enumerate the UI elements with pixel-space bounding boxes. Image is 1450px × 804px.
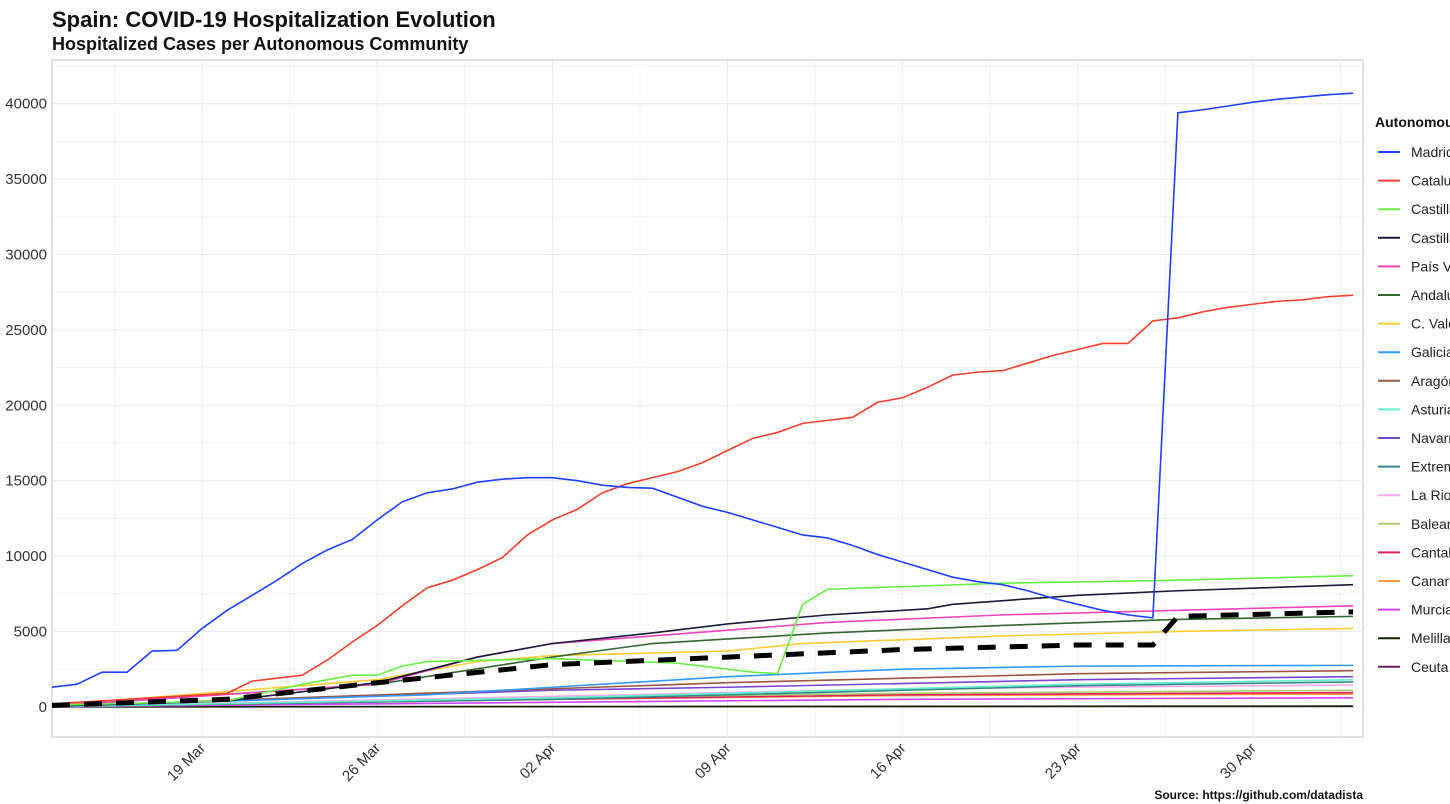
series-line-catalu-a xyxy=(52,294,1354,705)
mean-line xyxy=(52,609,1354,708)
legend-label: Asturias xyxy=(1411,401,1450,417)
legend-label: Castilla-La Mancha xyxy=(1411,201,1450,217)
chart-caption: Source: https://github.com/datadista xyxy=(1154,788,1363,802)
legend-label: Cantabria xyxy=(1411,544,1450,560)
series-line-galicia xyxy=(52,664,1354,708)
series-line-extremadura xyxy=(52,681,1354,708)
series-line-asturias xyxy=(52,678,1354,708)
x-tick-label: 26 Mar xyxy=(339,740,384,785)
series-line-murcia xyxy=(52,696,1354,708)
x-tick-label: 30 Apr xyxy=(1217,740,1260,783)
legend-label: Cataluña xyxy=(1411,173,1450,189)
legend-title: Autonomous Community xyxy=(1375,114,1450,130)
x-tick-label: 09 Apr xyxy=(692,740,735,783)
y-tick-label: 0 xyxy=(39,699,47,716)
y-tick-label: 40000 xyxy=(5,96,47,113)
legend-label: Castilla y León xyxy=(1411,230,1450,246)
series-line-melilla xyxy=(52,705,1354,708)
legend-label: Navarra xyxy=(1411,430,1450,446)
legend-label: Murcia xyxy=(1411,602,1450,618)
x-tick-label: 02 Apr xyxy=(517,740,560,783)
series-line-madrid xyxy=(52,92,1354,689)
y-tick-label: 30000 xyxy=(5,247,47,264)
legend-label: Andalucía xyxy=(1411,287,1450,303)
legend-label: Canarias xyxy=(1411,573,1450,589)
legend-label: Galicia xyxy=(1411,344,1450,360)
y-tick-label: 5000 xyxy=(14,623,47,640)
y-tick-label: 20000 xyxy=(5,397,47,414)
x-tick-label: 19 Mar xyxy=(164,740,209,785)
legend-label: Ceuta xyxy=(1411,659,1449,675)
x-tick-label: 23 Apr xyxy=(1042,740,1085,783)
chart-subtitle: Hospitalized Cases per Autonomous Commun… xyxy=(52,34,469,54)
legend-label: País Vasco xyxy=(1411,258,1450,274)
legend-label: La Rioja xyxy=(1411,487,1450,503)
legend-label: Aragón xyxy=(1411,373,1450,389)
x-tick-label: 16 Apr xyxy=(867,740,910,783)
legend-label: Melilla xyxy=(1411,630,1450,646)
y-tick-label: 15000 xyxy=(5,473,47,490)
y-tick-label: 35000 xyxy=(5,171,47,188)
legend-label: Extremadura xyxy=(1411,459,1450,475)
y-tick-label: 25000 xyxy=(5,322,47,339)
legend-label: Baleares xyxy=(1411,516,1450,532)
legend-label: Madrid xyxy=(1411,144,1450,160)
chart-title: Spain: COVID-19 Hospitalization Evolutio… xyxy=(52,7,496,32)
y-tick-label: 10000 xyxy=(5,548,47,565)
series-group xyxy=(52,92,1354,708)
series-line-pa-s-vasco xyxy=(52,605,1354,707)
legend-label: C. Valenciana xyxy=(1411,316,1450,332)
series-line-castilla-la-mancha xyxy=(52,574,1354,707)
plot-panel xyxy=(51,59,1364,738)
